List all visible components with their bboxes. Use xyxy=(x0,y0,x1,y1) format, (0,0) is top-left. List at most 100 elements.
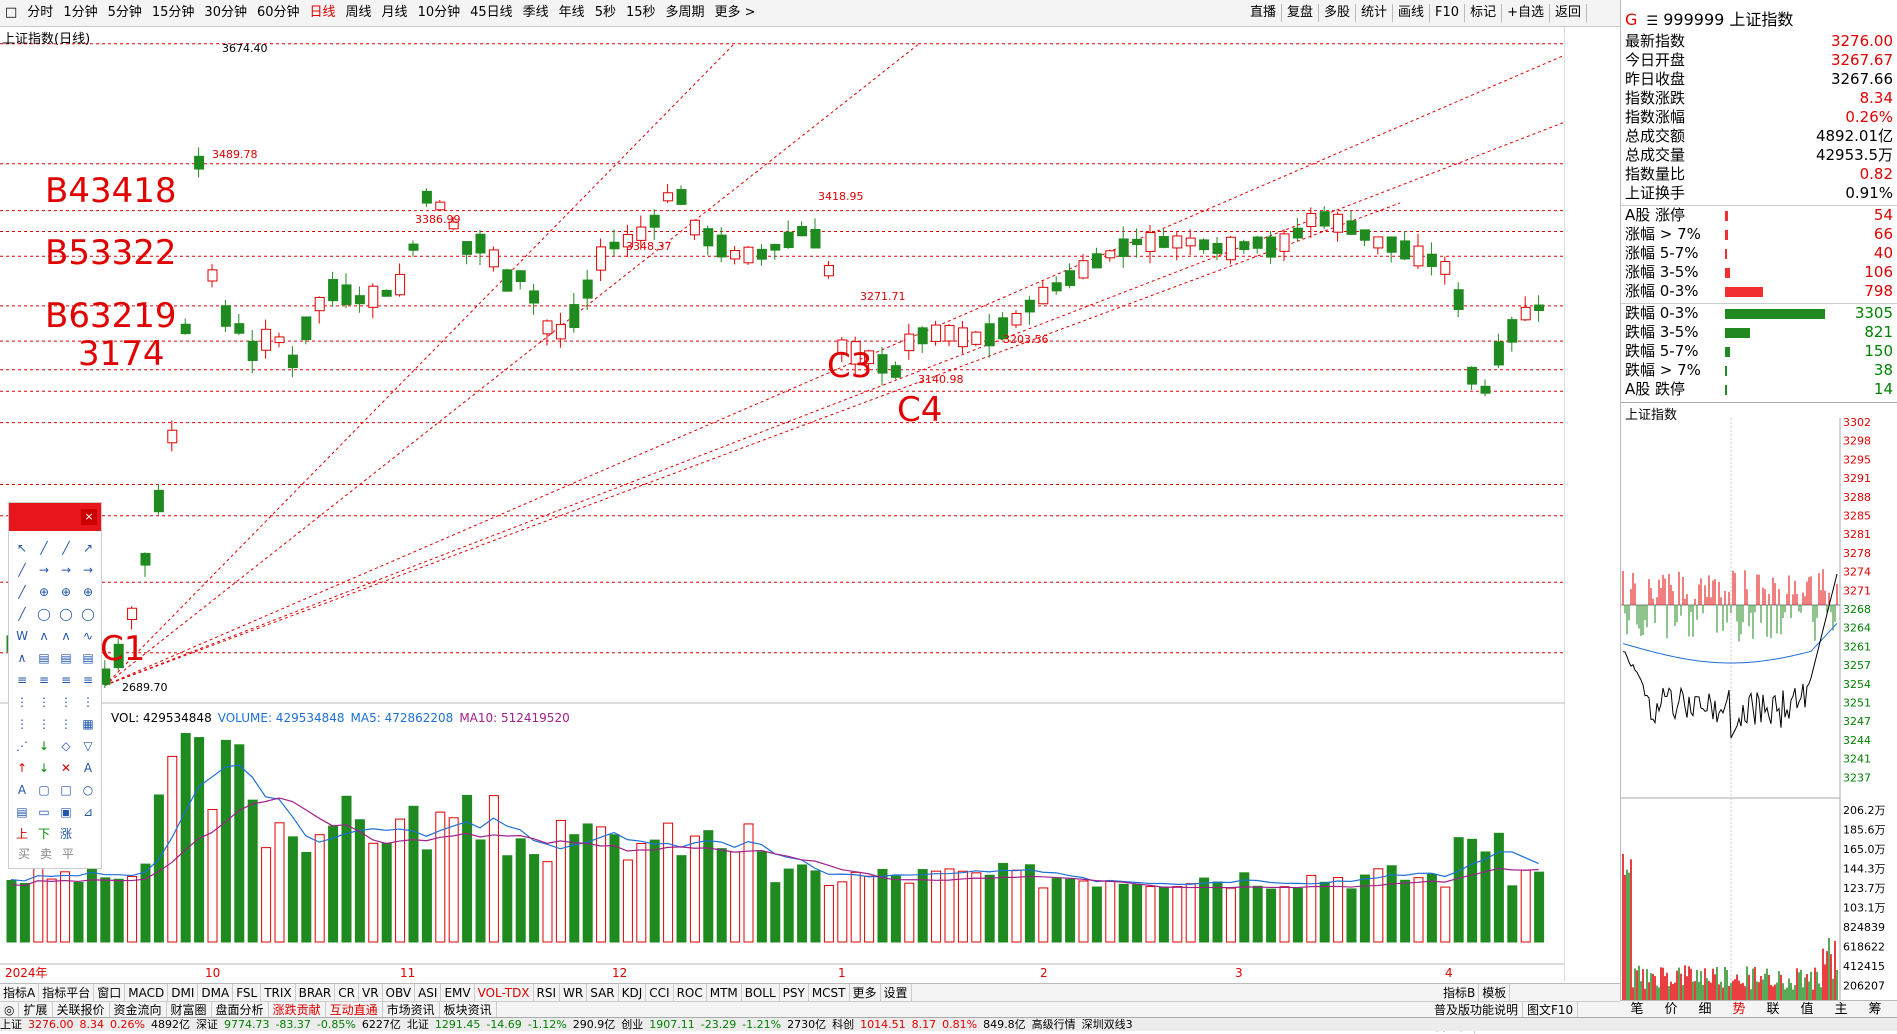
intraday-chart[interactable]: 3302 3298 3295 3291 3288 3285 3281 3278 3274 3271… xyxy=(1621,418,1897,1000)
trend-line[interactable] xyxy=(104,42,921,686)
drawing-tool-icon[interactable]: ⋮ xyxy=(82,695,94,709)
status-item[interactable]: 9774.73 xyxy=(223,1018,270,1031)
drawing-tool-icon[interactable]: ○ xyxy=(82,783,94,797)
drawing-tool-icon[interactable]: → xyxy=(82,563,94,577)
period-tab[interactable]: 分时 xyxy=(27,5,54,20)
drawing-tool-icon[interactable]: ◇ xyxy=(61,739,71,753)
drawing-tool-icon[interactable]: ≡ xyxy=(60,673,72,687)
window-icon[interactable]: □ xyxy=(5,5,18,20)
status-item[interactable]: -0.85% xyxy=(316,1018,356,1031)
drawing-tool-icon[interactable]: ⋰ xyxy=(16,739,28,753)
status-item[interactable]: -14.69 xyxy=(486,1018,522,1031)
status-item[interactable]: 1014.51 xyxy=(860,1018,906,1031)
indicator-tab[interactable]: 窗口 xyxy=(94,984,126,1002)
extension-tab[interactable]: 关联报价 xyxy=(53,1002,110,1018)
panel-tab[interactable]: 筹 xyxy=(1868,1002,1882,1017)
status-item[interactable]: 290.9亿 xyxy=(572,1018,616,1031)
extension-tab[interactable]: 板块资讯 xyxy=(440,1002,497,1018)
drawing-tool-icon[interactable]: ▤ xyxy=(60,651,72,665)
drawing-tool-icon[interactable]: 涨 xyxy=(59,827,72,841)
period-tab[interactable]: 45日线 xyxy=(470,5,513,20)
status-item[interactable]: 1291.45 xyxy=(434,1018,481,1031)
status-item[interactable]: -83.37 xyxy=(275,1018,311,1031)
indicator-tab[interactable]: MCST xyxy=(809,984,850,1002)
period-tab[interactable]: 更多 > xyxy=(714,5,756,20)
drawing-tool-icon[interactable]: □ xyxy=(60,783,72,797)
drawing-tool-icon[interactable]: ▤ xyxy=(82,651,94,665)
period-tab[interactable]: 15秒 xyxy=(625,5,656,20)
menu-icon[interactable]: ☰ xyxy=(1646,14,1659,29)
indicator-tab[interactable]: 指标A xyxy=(0,984,40,1002)
toolbar-button[interactable]: 返回 xyxy=(1554,5,1581,20)
status-item[interactable]: 北证 xyxy=(406,1018,429,1031)
indicator-tab[interactable]: RSI xyxy=(534,984,561,1002)
indicator-tab[interactable]: PSY xyxy=(780,984,809,1002)
extension-tab[interactable]: 扩展 xyxy=(19,1002,53,1018)
trend-line[interactable] xyxy=(104,121,1565,686)
drawing-tool-icon[interactable]: ▭ xyxy=(38,805,50,819)
trade-label[interactable]: 平 xyxy=(61,847,74,861)
panel-tab[interactable]: 价 xyxy=(1664,1002,1678,1017)
panel-tab[interactable]: 细 xyxy=(1698,1002,1712,1017)
indicator-tab[interactable]: 指标B xyxy=(1440,984,1480,1002)
indicator-tab[interactable]: 更多 xyxy=(850,984,881,1002)
panel-tab[interactable]: 势 xyxy=(1732,1002,1746,1017)
status-item[interactable]: 4892亿 xyxy=(150,1018,190,1031)
drawing-tool-icon[interactable]: ╱ xyxy=(62,541,70,555)
indicator-tab[interactable]: DMA xyxy=(198,984,234,1002)
drawing-tool-icon[interactable]: ⋮ xyxy=(60,717,72,731)
drawing-tool-icon[interactable]: ↗ xyxy=(82,541,94,555)
indicator-tab[interactable]: WR xyxy=(560,984,588,1002)
drawing-tool-icon[interactable]: ⋮ xyxy=(60,695,72,709)
drawing-tool-icon[interactable]: A xyxy=(83,761,93,775)
period-tab[interactable]: 月线 xyxy=(381,5,408,20)
status-item[interactable]: 科创 xyxy=(832,1018,855,1031)
drawing-tool-icon[interactable]: 下 xyxy=(37,827,50,841)
drawing-tool-icon[interactable]: ╱ xyxy=(18,607,26,621)
indicator-tab[interactable]: 指标平台 xyxy=(39,984,95,1002)
extension-tab[interactable]: 资金流向 xyxy=(110,1002,167,1018)
extension-link[interactable]: 图文F10 xyxy=(1523,1002,1579,1018)
toolbox-header[interactable]: × xyxy=(9,503,101,531)
status-item[interactable]: 3276.00 xyxy=(28,1018,74,1031)
trend-line[interactable] xyxy=(104,54,1565,686)
drawing-tool-icon[interactable]: ▤ xyxy=(38,651,50,665)
status-item[interactable]: 8.34 xyxy=(79,1018,105,1031)
drawing-tool-icon[interactable]: ↑ xyxy=(16,761,28,775)
drawing-tool-icon[interactable]: ʌ xyxy=(40,629,48,643)
status-item[interactable]: 0.81% xyxy=(942,1018,978,1031)
indicator-tab[interactable]: OBV xyxy=(383,984,416,1002)
toolbar-button[interactable]: 统计 xyxy=(1361,5,1388,20)
drawing-tool-icon[interactable]: ▽ xyxy=(83,739,93,753)
status-item[interactable]: 高级行情 xyxy=(1031,1018,1076,1031)
indicator-tab[interactable]: VOL-TDX xyxy=(475,984,534,1002)
drawing-tool-icon[interactable]: ⋮ xyxy=(38,717,50,731)
drawing-tool-icon[interactable]: ✕ xyxy=(60,761,72,775)
period-tab[interactable]: 日线 xyxy=(309,5,336,20)
extension-tab[interactable]: 市场资讯 xyxy=(383,1002,440,1018)
drawing-tool-icon[interactable]: 上 xyxy=(15,827,28,841)
status-item[interactable]: 6227亿 xyxy=(361,1018,401,1031)
drawing-tool-icon[interactable]: ⋮ xyxy=(16,717,28,731)
drawing-tool-icon[interactable]: ◯ xyxy=(81,607,95,621)
indicator-tab[interactable]: BRAR xyxy=(296,984,336,1002)
indicator-tab[interactable]: ASI xyxy=(415,984,442,1002)
status-item[interactable]: -1.12% xyxy=(527,1018,567,1031)
period-tab[interactable]: 周线 xyxy=(345,5,372,20)
drawing-tool-icon[interactable]: ⋮ xyxy=(16,695,28,709)
panel-tab[interactable]: 联 xyxy=(1766,1002,1780,1017)
drawing-tool-icon[interactable]: ʌ xyxy=(62,629,70,643)
toolbar-button[interactable]: +自选 xyxy=(1507,5,1544,20)
indicator-tab[interactable]: KDJ xyxy=(619,984,647,1002)
drawing-tool-icon[interactable]: A xyxy=(17,783,27,797)
drawing-tool-icon[interactable]: ▣ xyxy=(60,805,72,819)
extension-link[interactable]: 普及版功能说明 xyxy=(1430,1002,1524,1018)
indicator-tab[interactable]: TRIX xyxy=(261,984,296,1002)
indicator-tab[interactable]: FSL xyxy=(233,984,262,1002)
drawing-tool-icon[interactable]: ≡ xyxy=(16,673,28,687)
period-tab[interactable]: 季线 xyxy=(522,5,549,20)
extension-tab[interactable]: 财富圈 xyxy=(167,1002,212,1018)
panel-tab[interactable]: 主 xyxy=(1834,1002,1848,1017)
panel-tab[interactable]: 笔 xyxy=(1630,1002,1644,1017)
drawing-tool-icon[interactable]: ◯ xyxy=(59,607,73,621)
